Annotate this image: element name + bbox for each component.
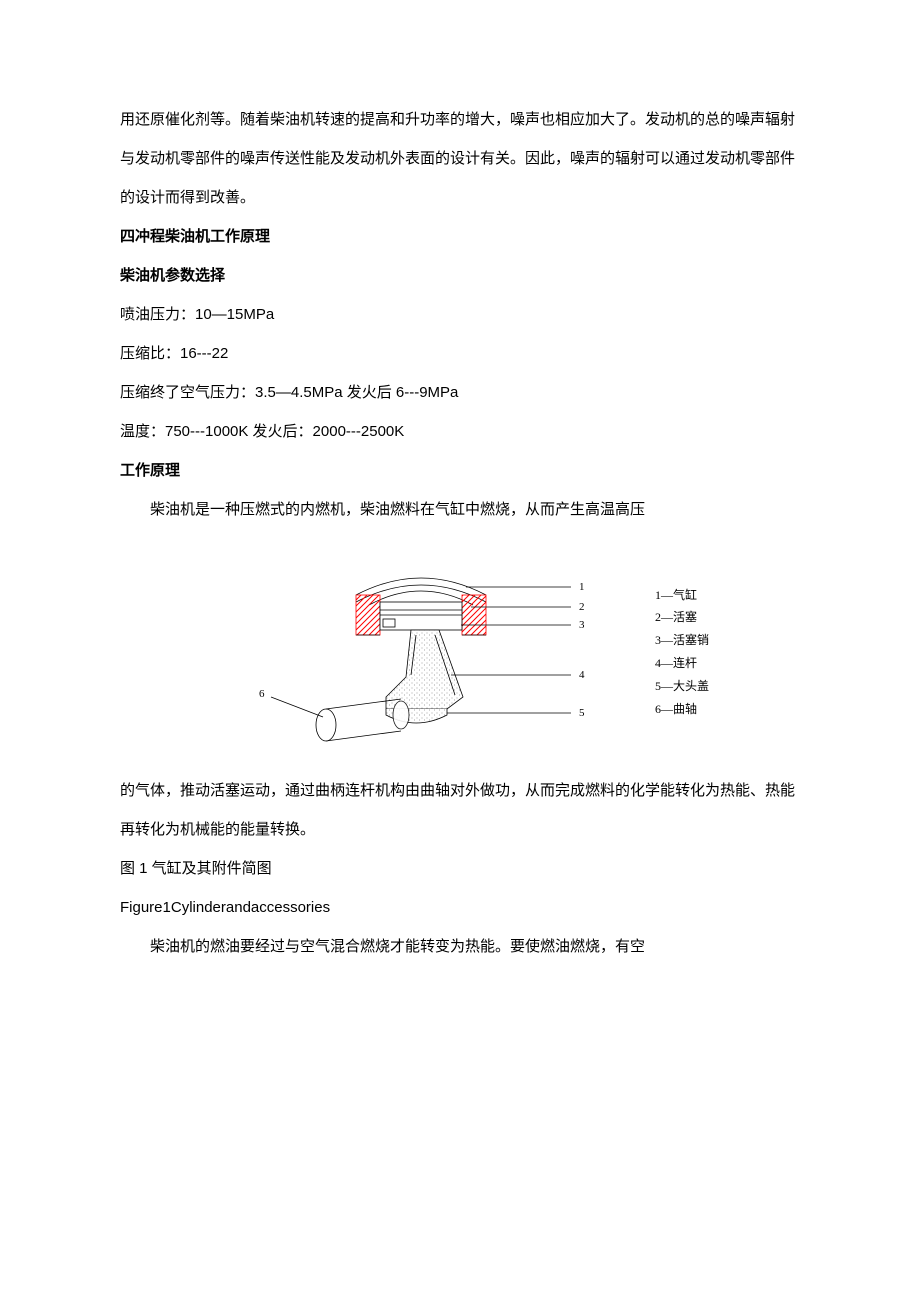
param-line: 温度：750---1000K 发火后：2000---2500K xyxy=(120,412,800,451)
paragraph: 柴油机的燃油要经过与空气混合燃烧才能转变为热能。要使燃油燃烧，有空 xyxy=(120,927,800,966)
callout-3: 3 xyxy=(579,619,585,631)
paragraph: 的气体，推动活塞运动，通过曲柄连杆机构由曲轴对外做功，从而完成燃料的化学能转化为… xyxy=(120,771,800,849)
param-line: 压缩终了空气压力：3.5—4.5MPa 发火后 6---9MPa xyxy=(120,373,800,412)
legend-item: 5—大头盖 xyxy=(655,675,709,698)
figure-cylinder: 1 2 3 4 5 6 1—气缸 2—活塞 3—活塞销 4—连杆 5—大头盖 6… xyxy=(120,547,800,757)
figure-caption-cn: 图 1 气缸及其附件简图 xyxy=(120,849,800,888)
cylinder-diagram-svg: 1 2 3 4 5 6 xyxy=(211,547,631,757)
heading-section: 四冲程柴油机工作原理 xyxy=(120,217,800,256)
paragraph: 柴油机是一种压燃式的内燃机，柴油燃料在气缸中燃烧，从而产生高温高压 xyxy=(120,490,800,529)
paragraph: 用还原催化剂等。随着柴油机转速的提高和升功率的增大，噪声也相应加大了。发动机的总… xyxy=(120,100,800,217)
legend-item: 6—曲轴 xyxy=(655,698,709,721)
callout-5: 5 xyxy=(579,707,585,719)
legend-item: 4—连杆 xyxy=(655,652,709,675)
legend-item: 2—活塞 xyxy=(655,606,709,629)
param-line: 喷油压力：10—15MPa xyxy=(120,295,800,334)
legend-item: 3—活塞销 xyxy=(655,629,709,652)
figure-caption-en: Figure1Cylinderandaccessories xyxy=(120,888,800,927)
callout-6: 6 xyxy=(259,688,265,700)
callout-1: 1 xyxy=(579,581,585,593)
callout-2: 2 xyxy=(579,601,585,613)
param-line: 压缩比：16---22 xyxy=(120,334,800,373)
heading-subsection: 柴油机参数选择 xyxy=(120,256,800,295)
figure-legend: 1—气缸 2—活塞 3—活塞销 4—连杆 5—大头盖 6—曲轴 xyxy=(655,584,709,721)
legend-item: 1—气缸 xyxy=(655,584,709,607)
callout-4: 4 xyxy=(579,669,585,681)
heading-subsection: 工作原理 xyxy=(120,451,800,490)
